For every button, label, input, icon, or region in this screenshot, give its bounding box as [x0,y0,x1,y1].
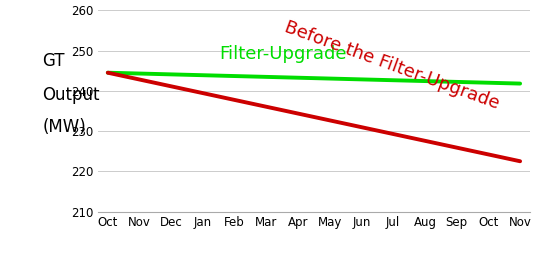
Text: Output: Output [42,86,100,104]
Text: GT: GT [42,52,65,70]
Text: Filter-Upgrade: Filter-Upgrade [219,45,346,63]
Text: (MW): (MW) [42,118,86,136]
Text: Before the Filter-Upgrade: Before the Filter-Upgrade [282,18,502,113]
